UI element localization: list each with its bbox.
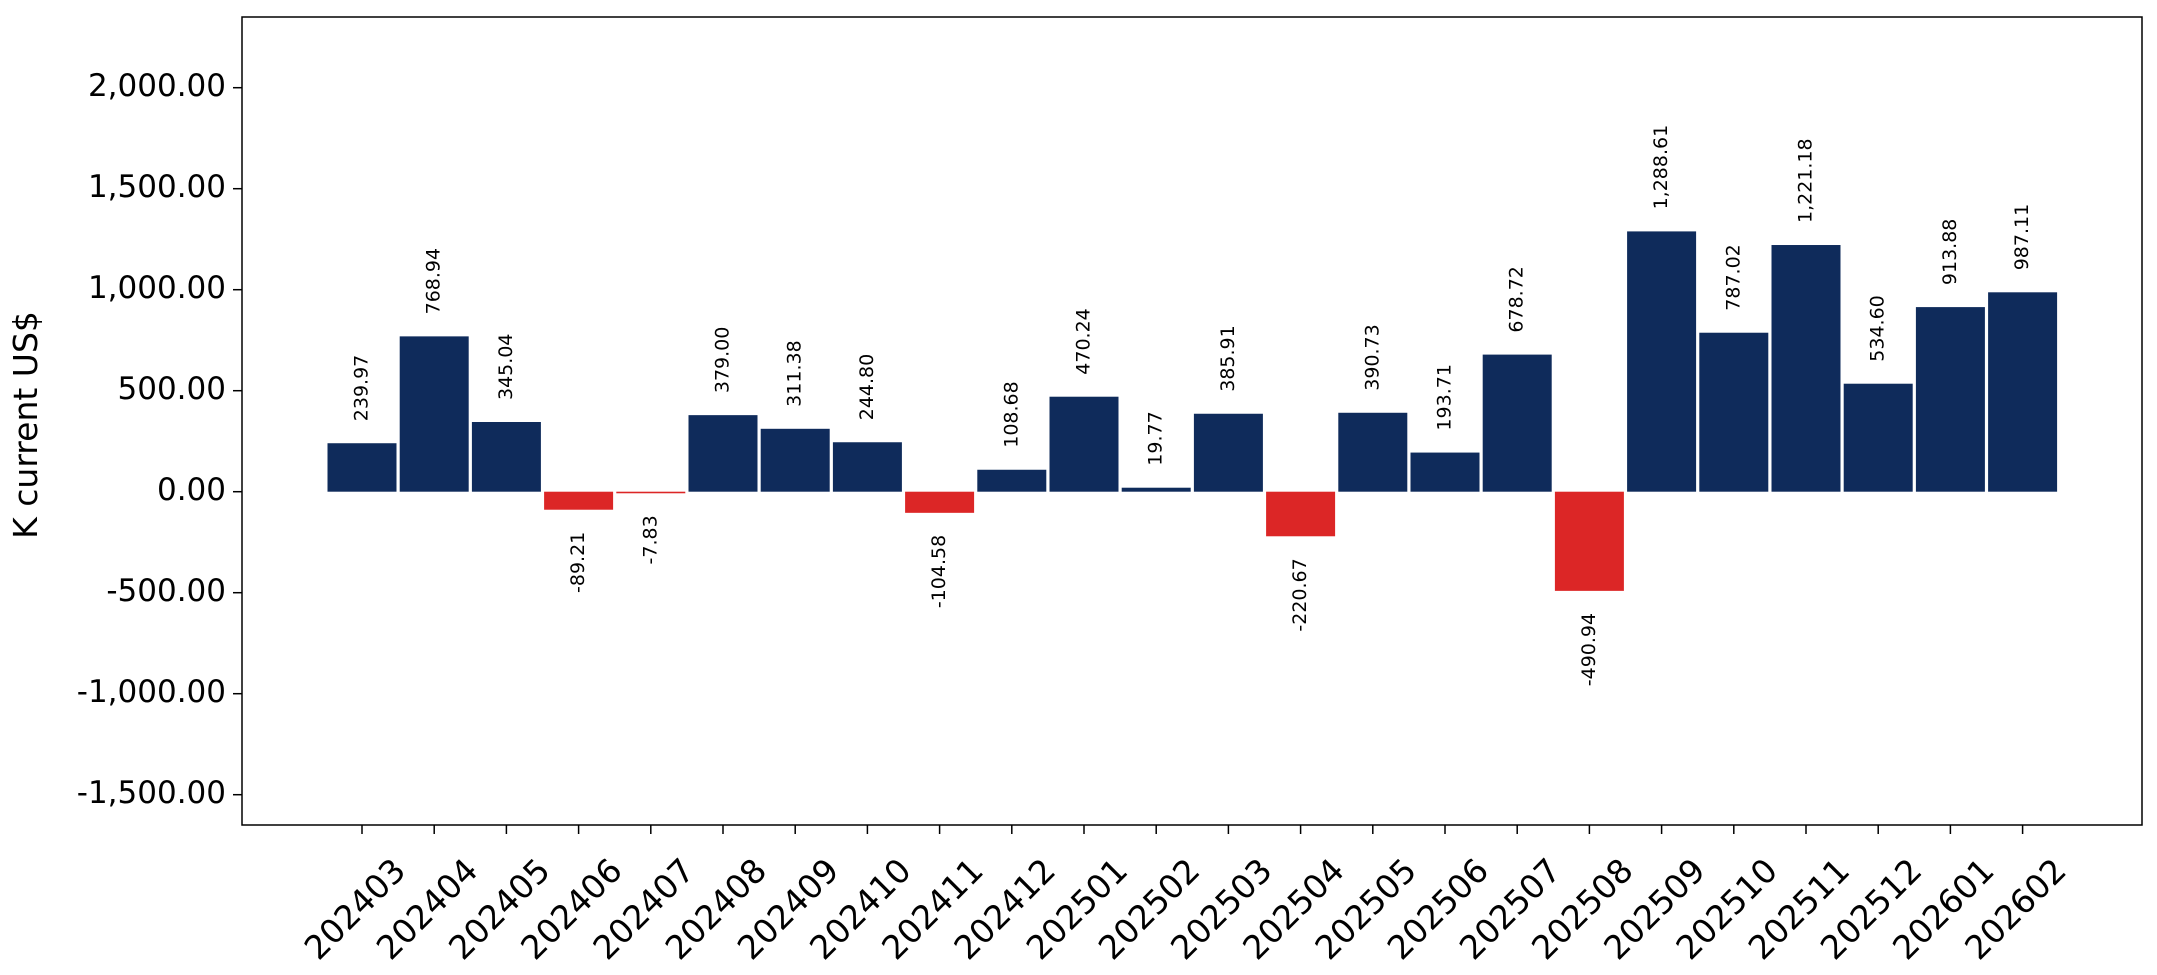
- bar-202410: [832, 442, 902, 492]
- data-label-202410: 244.80: [856, 354, 878, 420]
- data-label-202502: 19.77: [1145, 411, 1167, 465]
- y-axis-label: K current US$: [6, 311, 45, 539]
- data-label-202411: -104.58: [928, 535, 950, 608]
- bar-202404: [399, 336, 469, 492]
- bar-202412: [977, 469, 1047, 492]
- data-label-202509: 1,288.61: [1650, 125, 1672, 210]
- y-tick-label: 0.00: [157, 472, 226, 508]
- bar-202504: [1266, 491, 1336, 537]
- bar-202509: [1627, 231, 1697, 492]
- x-axis: 2024032024042024052024062024072024082024…: [297, 825, 2074, 967]
- plot-frame: [241, 16, 2143, 826]
- bar-202408: [688, 415, 758, 492]
- y-tick-label: 1,000.00: [88, 270, 226, 306]
- data-label-202408: 379.00: [712, 327, 734, 393]
- data-label-202507: 678.72: [1506, 266, 1528, 332]
- data-label-202503: 385.91: [1217, 325, 1239, 391]
- data-label-202403: 239.97: [351, 355, 373, 421]
- data-label-202511: 1,221.18: [1795, 138, 1817, 223]
- data-label-202508: -490.94: [1578, 613, 1600, 686]
- bar-202501: [1049, 396, 1119, 492]
- data-labels: 239.97 768.94 345.04 -89.21 -7.83 379.00 311.3…: [351, 125, 2034, 686]
- bar-202405: [471, 422, 541, 492]
- bar-202403: [327, 443, 397, 492]
- data-label-202505: 390.73: [1361, 324, 1383, 390]
- data-label-202406: -89.21: [567, 532, 589, 593]
- bar-202506: [1410, 452, 1480, 492]
- bar-202411: [905, 491, 975, 513]
- data-label-202412: 108.68: [1000, 381, 1022, 447]
- bar-202507: [1482, 354, 1552, 492]
- y-tick-label: -500.00: [106, 573, 226, 609]
- bar-202407: [616, 491, 686, 494]
- y-axis: -1,500.00 -1,000.00 -500.00 0.00 500.00 1,000…: [77, 68, 242, 811]
- bar-202508: [1554, 491, 1624, 591]
- bar-202512: [1843, 383, 1913, 492]
- bar-202503: [1193, 413, 1263, 492]
- data-label-202510: 787.02: [1722, 244, 1744, 310]
- data-label-202504: -220.67: [1289, 558, 1311, 631]
- data-label-202404: 768.94: [423, 248, 445, 314]
- data-label-202407: -7.83: [639, 515, 661, 564]
- data-label-202409: 311.38: [784, 340, 806, 406]
- data-label-202501: 470.24: [1073, 308, 1095, 374]
- y-tick-label: -1,000.00: [77, 674, 226, 710]
- bar-202505: [1338, 412, 1408, 492]
- bar-202602: [1988, 292, 2058, 492]
- bar-202406: [544, 491, 614, 510]
- data-label-202601: 913.88: [1939, 219, 1961, 285]
- data-label-202602: 987.11: [2011, 204, 2033, 270]
- bar-202601: [1915, 307, 1985, 492]
- y-tick-label: -1,500.00: [77, 775, 226, 811]
- bars: [327, 231, 2058, 591]
- data-label-202405: 345.04: [495, 334, 517, 400]
- bar-202510: [1699, 332, 1769, 492]
- bar-202511: [1771, 245, 1841, 492]
- data-label-202506: 193.71: [1434, 364, 1456, 430]
- bar-202409: [760, 428, 830, 492]
- y-tick-label: 500.00: [118, 371, 226, 407]
- data-label-202512: 534.60: [1867, 295, 1889, 361]
- bar-202502: [1121, 487, 1191, 492]
- y-tick-label: 2,000.00: [88, 68, 226, 104]
- y-tick-label: 1,500.00: [88, 169, 226, 205]
